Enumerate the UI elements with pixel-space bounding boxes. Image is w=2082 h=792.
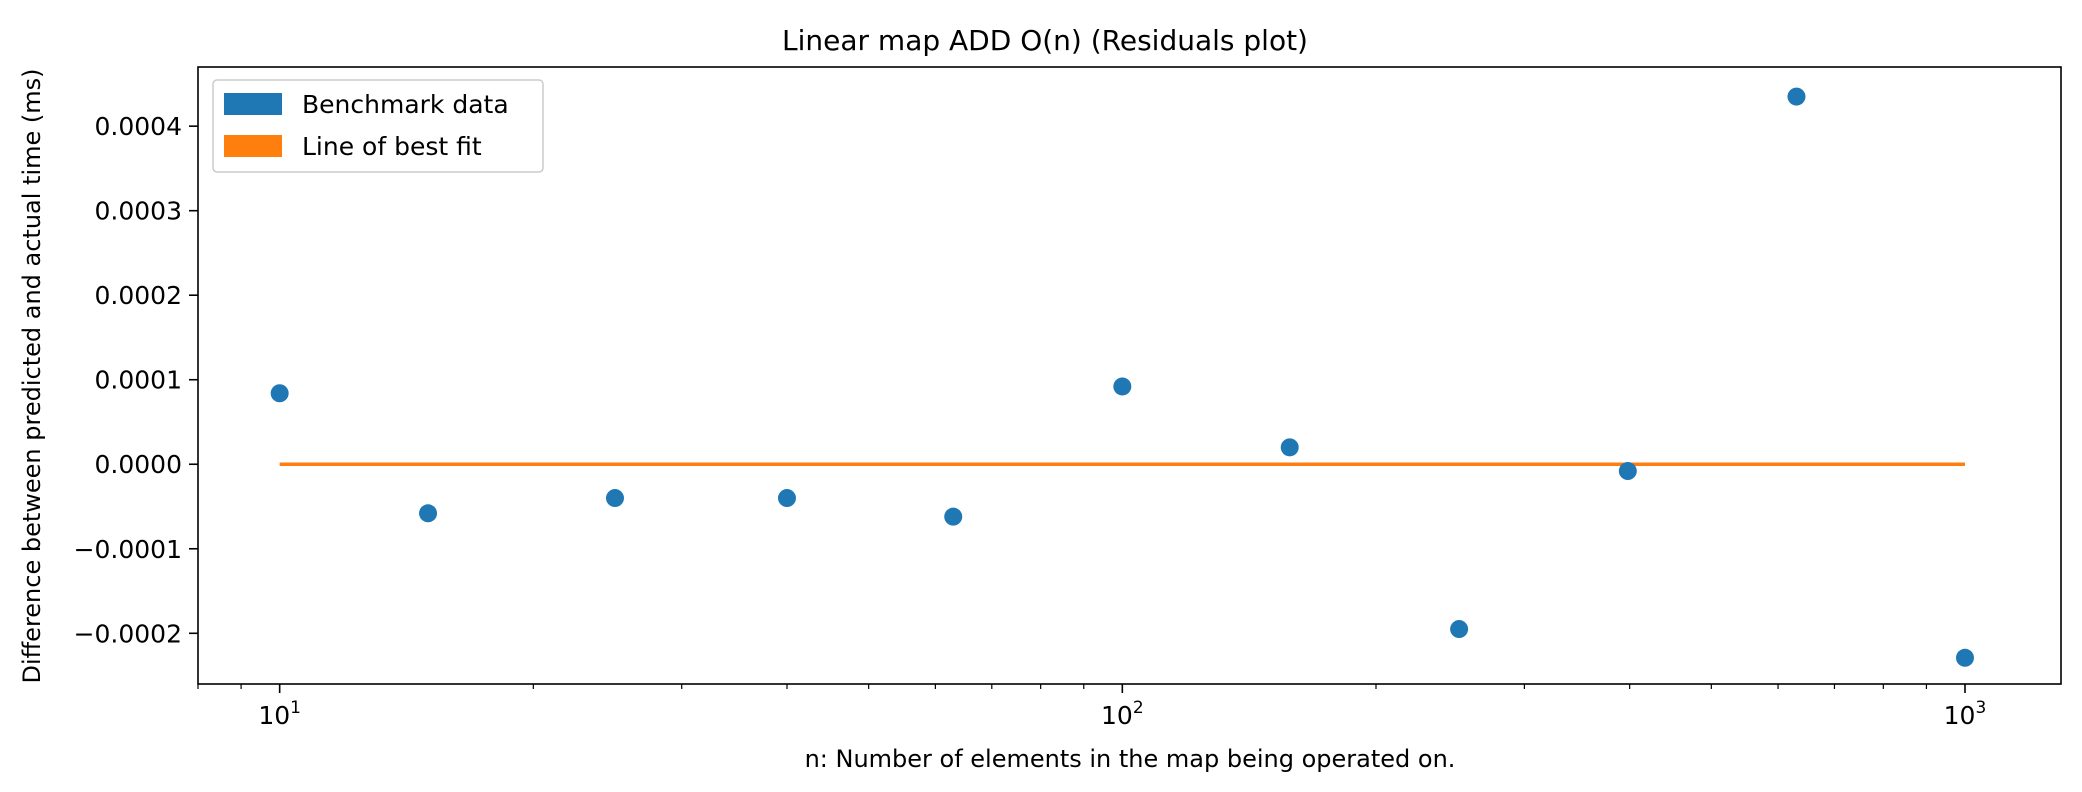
benchmark-point xyxy=(270,384,289,403)
legend-label-benchmark: Benchmark data xyxy=(302,90,509,119)
x-tick-label: 102 xyxy=(1101,698,1144,730)
y-axis-label: Difference between predicted and actual … xyxy=(18,68,46,683)
benchmark-point xyxy=(1113,377,1132,396)
y-tick-label: 0.0000 xyxy=(95,450,182,479)
y-axis: 0.0004 0.0003 0.0002 0.0001 0.0000 −0.0001 −0.… xyxy=(74,112,198,648)
benchmark-point xyxy=(605,489,624,508)
x-tick-label: 103 xyxy=(1944,698,1987,730)
y-tick-label: −0.0001 xyxy=(74,535,182,564)
legend-label-best-fit: Line of best fit xyxy=(302,132,482,161)
y-tick-label: 0.0003 xyxy=(95,197,182,226)
benchmark-point xyxy=(1787,87,1806,106)
benchmark-point xyxy=(1450,620,1469,639)
y-tick-label: 0.0001 xyxy=(95,366,182,395)
x-axis-label: n: Number of elements in the map being o… xyxy=(805,745,1456,773)
benchmark-point xyxy=(1955,648,1974,667)
chart-title: Linear map ADD O(n) (Residuals plot) xyxy=(782,24,1308,57)
plot-area xyxy=(270,87,1974,667)
y-tick-label: 0.0004 xyxy=(95,112,182,141)
benchmark-point xyxy=(1618,462,1637,481)
x-tick-label: 101 xyxy=(258,698,301,730)
legend: Benchmark data Line of best fit xyxy=(212,79,544,173)
legend-swatch-benchmark xyxy=(224,93,282,115)
y-tick-label: 0.0002 xyxy=(95,281,182,310)
axes-frame xyxy=(197,66,2062,685)
benchmark-point xyxy=(1280,438,1299,457)
benchmark-point xyxy=(419,504,438,523)
benchmark-point xyxy=(944,507,963,526)
y-tick-label: −0.0002 xyxy=(74,619,182,648)
legend-box xyxy=(212,79,544,173)
legend-swatch-best-fit xyxy=(224,135,282,157)
x-axis: 101 102 103 xyxy=(197,684,1987,730)
benchmark-point xyxy=(777,489,796,508)
